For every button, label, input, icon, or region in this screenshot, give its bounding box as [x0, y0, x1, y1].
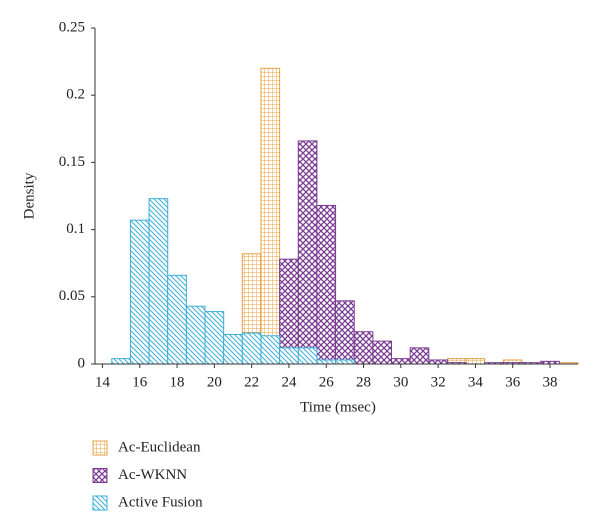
bar — [185, 305, 206, 365]
legend-label: Ac-Euclidean — [118, 439, 201, 455]
bar — [391, 358, 411, 365]
y-tick-label: 0.2 — [66, 87, 85, 103]
x-tick-label: 28 — [356, 374, 371, 390]
bar — [204, 311, 225, 365]
legend-swatch — [92, 495, 108, 511]
bar — [260, 335, 281, 365]
x-tick-label: 36 — [505, 374, 521, 390]
x-tick-label: 32 — [431, 374, 446, 390]
bar — [335, 359, 355, 365]
y-tick-label: 0.15 — [59, 154, 85, 170]
legend-swatch — [92, 440, 108, 456]
legend-swatch — [92, 468, 108, 483]
y-tick-label: 0.05 — [59, 288, 85, 304]
bar — [316, 359, 337, 365]
x-tick-label: 18 — [170, 374, 185, 390]
x-tick-label: 14 — [95, 374, 111, 390]
x-tick-label: 38 — [543, 374, 558, 390]
x-axis-label: Time (msec) — [300, 399, 376, 415]
x-tick-label: 26 — [319, 374, 335, 390]
bar — [148, 198, 169, 365]
bar — [353, 331, 374, 365]
bar — [111, 358, 131, 365]
x-tick-label: 34 — [468, 374, 484, 390]
bar — [297, 140, 318, 365]
y-tick-label: 0 — [78, 355, 86, 371]
x-tick-label: 20 — [207, 374, 222, 390]
bar — [223, 333, 243, 365]
bar — [167, 274, 187, 365]
bar — [428, 359, 448, 365]
x-tick-label: 30 — [393, 374, 408, 390]
bar — [465, 358, 486, 365]
bar — [260, 67, 281, 365]
bar — [297, 347, 318, 365]
bar — [372, 340, 393, 365]
x-tick-label: 22 — [244, 374, 259, 390]
legend-label: Active Fusion — [118, 494, 203, 510]
legend-label: Ac-WKNN — [118, 467, 187, 483]
bar — [241, 332, 262, 365]
y-axis-label: Density — [21, 172, 37, 219]
bar — [335, 300, 355, 365]
bar — [129, 219, 150, 365]
bar — [316, 204, 337, 365]
y-tick-label: 0.25 — [59, 19, 85, 35]
bar — [409, 347, 430, 365]
x-tick-label: 16 — [132, 374, 148, 390]
x-tick-label: 24 — [281, 374, 297, 390]
y-tick-label: 0.1 — [66, 221, 85, 237]
bar — [279, 347, 299, 365]
